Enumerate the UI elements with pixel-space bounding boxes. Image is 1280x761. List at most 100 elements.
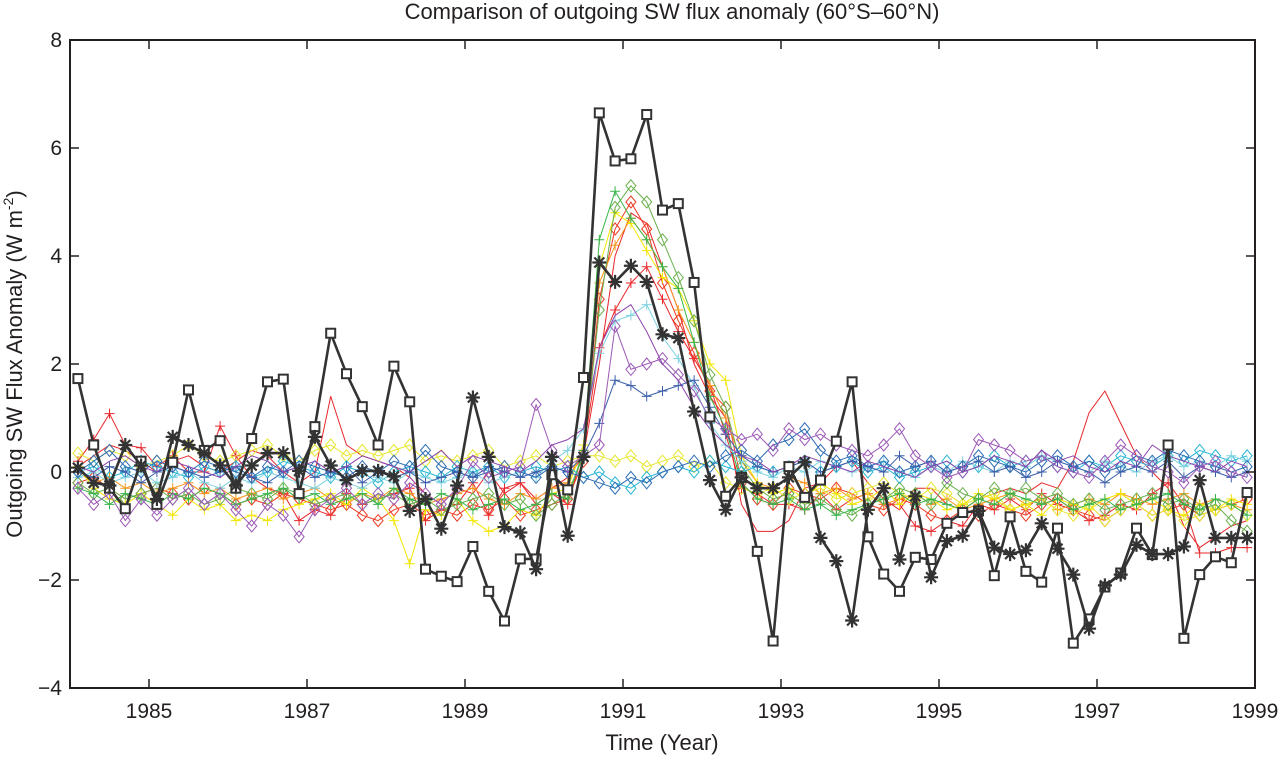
series-layer [70,107,1255,649]
data-point [767,635,779,647]
data-point [767,438,779,452]
data-point [309,483,320,494]
data-point [356,497,368,512]
data-point [88,439,100,451]
data-point [1084,499,1095,510]
data-point [388,360,400,372]
data-point [752,461,763,472]
data-point [815,474,826,486]
data-point [481,449,496,464]
x-tick-label: 1997 [1074,700,1121,723]
data-point [1210,494,1221,504]
series-15 [77,304,1248,478]
data-point [515,504,526,515]
data-point [451,576,463,588]
y-axis-label: Outgoing SW Flux Anomaly (W m-2) [0,190,27,537]
data-point [623,258,638,273]
data-point [625,195,637,209]
series-1 [70,255,1255,636]
data-point [435,497,447,512]
data-point [404,494,415,504]
data-point [341,494,352,504]
data-point [783,422,795,436]
data-point [294,515,305,526]
x-tick-label: 1987 [284,700,331,723]
data-point [1034,516,1049,531]
data-point [720,422,732,436]
data-point [767,443,779,458]
data-point [1146,508,1158,522]
data-point [830,459,842,474]
y-tick-label: 4 [50,245,62,268]
data-point [198,454,210,468]
data-point [1020,497,1032,512]
data-point [593,476,605,490]
data-point [720,459,732,474]
data-point [878,467,889,477]
data-point [498,470,511,485]
y-tick-label: −2 [38,569,62,592]
data-point [894,499,905,510]
y-tick-label: 0 [50,461,62,484]
data-point [751,427,763,441]
data-point [228,478,243,493]
data-point [704,368,716,382]
data-point [972,432,985,447]
data-point [892,552,907,567]
x-tick-label: 1995 [916,700,963,723]
data-point [987,540,1002,555]
data-point [1068,504,1079,515]
data-point [182,470,195,485]
data-point [926,494,937,504]
data-point [625,470,637,485]
data-point [720,375,731,386]
data-point [641,261,652,272]
data-point [562,484,574,496]
data-point [1020,454,1032,468]
data-point [893,465,906,479]
data-point [325,492,337,506]
data-point [136,442,147,453]
data-point [1178,461,1189,472]
data-point [372,486,384,501]
data-point [72,481,84,495]
data-point [357,477,368,488]
data-point [483,526,494,537]
data-point [515,472,526,483]
data-point [783,432,795,447]
data-point [1131,499,1142,510]
data-point [167,472,178,483]
data-point [641,476,653,490]
data-point [88,454,100,468]
y-tick-label: 2 [50,353,62,376]
x-tick-label: 1991 [600,700,647,723]
data-point [119,513,131,528]
data-point [1194,548,1205,558]
data-point [1099,454,1111,468]
x-tick-label: 1993 [758,700,805,723]
data-point [1036,467,1047,477]
data-point [1242,510,1253,521]
data-point [641,459,653,474]
data-point [1194,569,1206,581]
data-point [151,508,163,522]
data-point [1178,476,1190,490]
data-point [878,492,890,506]
y-axis-label-close: ) [2,190,27,197]
data-point [988,481,1000,495]
data-point [1225,513,1237,528]
data-point [467,472,478,483]
data-point [88,497,100,512]
data-point [1082,621,1097,636]
data-point [704,454,716,468]
data-point [657,386,668,396]
data-point [198,497,210,512]
data-point [372,449,384,463]
data-point [941,476,953,490]
data-point [244,458,259,473]
data-point [419,443,432,458]
data-point [467,541,479,553]
data-point [625,380,636,391]
data-point [688,459,700,474]
data-point [829,554,844,569]
